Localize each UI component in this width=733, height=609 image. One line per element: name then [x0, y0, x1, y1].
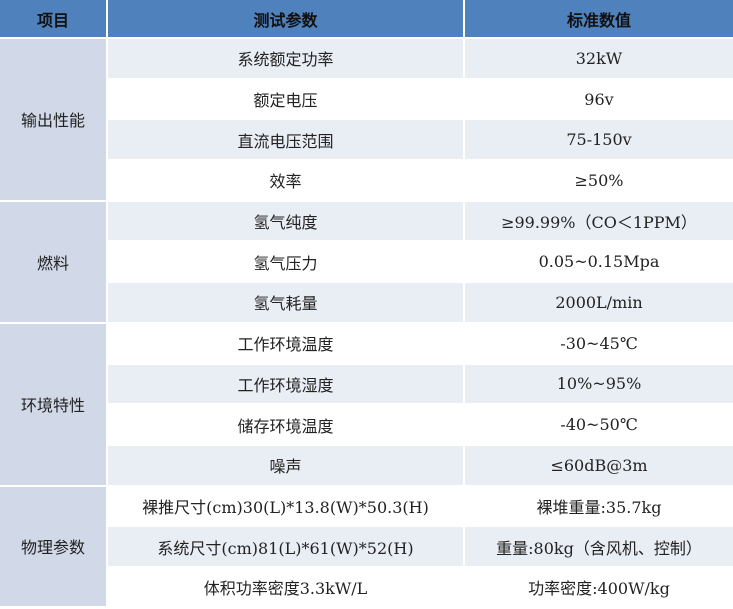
table-row: 直流电压范围 75-150v	[0, 119, 733, 162]
table-row: 噪声 ≤60dB@3m	[0, 444, 733, 487]
value-cell: 75-150v	[464, 119, 733, 162]
param-cell: 氢气耗量	[107, 282, 465, 324]
param-cell: 工作环境温度	[107, 322, 465, 365]
param-cell: 体积功率密度3.3kW/L	[107, 566, 465, 607]
value-cell: -30~45℃	[464, 322, 733, 365]
param-cell: 效率	[107, 160, 465, 202]
header-item: 项目	[0, 0, 108, 39]
table-row: 氢气耗量 2000L/min	[0, 282, 733, 324]
group-label-physical: 物理参数	[0, 485, 108, 608]
value-cell: 裸堆重量:35.7kg	[464, 485, 733, 528]
value-cell: ≥50%	[464, 160, 733, 202]
param-cell: 储存环境温度	[107, 404, 465, 446]
value-cell: -40~50℃	[464, 404, 733, 446]
param-cell: 额定电压	[107, 78, 465, 121]
table-row: 效率 ≥50%	[0, 160, 733, 202]
value-cell: 2000L/min	[464, 282, 733, 324]
table-row: 体积功率密度3.3kW/L 功率密度:400W/kg	[0, 566, 733, 607]
table-header: 项目 测试参数 标准数值	[0, 0, 733, 39]
group-label-fuel: 燃料	[0, 200, 108, 324]
header-standard-value: 标准数值	[464, 0, 733, 39]
table-row: 储存环境温度 -40~50℃	[0, 404, 733, 446]
value-cell: 功率密度:400W/kg	[464, 566, 733, 607]
value-cell: 96v	[464, 78, 733, 121]
param-cell: 直流电压范围	[107, 119, 465, 162]
table-row: 环境特性 工作环境温度 -30~45℃	[0, 322, 733, 487]
header-parameter: 测试参数	[107, 0, 465, 39]
value-cell: 0.05~0.15Mpa	[464, 241, 733, 284]
param-cell: 裸推尺寸(cm)30(L)*13.8(W)*50.3(H)	[107, 485, 465, 528]
value-cell: ≤60dB@3m	[464, 444, 733, 487]
table-row: 物理参数 裸推尺寸(cm)30(L)*13.8(W)*50.3(H) 裸堆重量:…	[0, 485, 733, 608]
group-label-output-performance: 输出性能	[0, 38, 108, 202]
table-row: 燃料 氢气纯度 ≥99.99%（CO＜1PPM）	[0, 200, 733, 324]
table-row: 输出性能 系统额定功率 32kW	[0, 38, 733, 202]
header-row: 项目 测试参数 标准数值	[0, 0, 733, 39]
value-cell: ≥99.99%（CO＜1PPM）	[464, 200, 733, 243]
param-cell: 系统尺寸(cm)81(L)*61(W)*52(H)	[107, 526, 465, 568]
param-cell: 噪声	[107, 444, 465, 487]
table-row: 工作环境湿度 10%~95%	[0, 363, 733, 406]
param-cell: 工作环境湿度	[107, 363, 465, 406]
param-cell: 氢气纯度	[107, 200, 465, 243]
table-row: 氢气压力 0.05~0.15Mpa	[0, 241, 733, 284]
table-body: 输出性能 系统额定功率 32kW 额定电压 96v 直流电压范围 75-150v…	[0, 38, 733, 608]
table-row: 额定电压 96v	[0, 78, 733, 121]
value-cell: 重量:80kg（含风机、控制）	[464, 526, 733, 568]
value-cell: 10%~95%	[464, 363, 733, 406]
group-label-environment: 环境特性	[0, 322, 108, 487]
param-cell: 氢气压力	[107, 241, 465, 284]
param-cell: 系统额定功率	[107, 38, 465, 80]
value-cell: 32kW	[464, 38, 733, 80]
table-row: 系统尺寸(cm)81(L)*61(W)*52(H) 重量:80kg（含风机、控制…	[0, 526, 733, 568]
